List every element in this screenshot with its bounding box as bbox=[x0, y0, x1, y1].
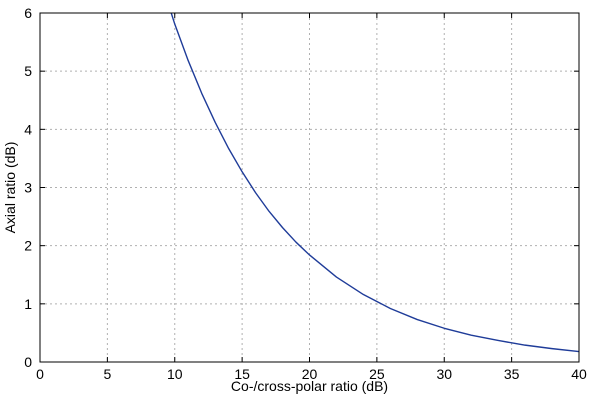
x-tick-label: 40 bbox=[571, 366, 587, 382]
y-tick-label: 0 bbox=[24, 354, 32, 370]
y-tick-label: 5 bbox=[24, 63, 32, 79]
y-tick-label: 6 bbox=[24, 5, 32, 21]
y-tick-label: 3 bbox=[24, 180, 32, 196]
y-tick-labels: 0 1 2 3 4 5 6 bbox=[24, 5, 32, 370]
y-tick-label: 2 bbox=[24, 238, 32, 254]
series-layer bbox=[170, 13, 579, 353]
series-line bbox=[170, 13, 579, 353]
x-axis-title: Co-/cross-polar ratio (dB) bbox=[231, 378, 388, 394]
x-tick-label: 15 bbox=[234, 366, 250, 382]
x-tick-labels: 0 5 10 15 20 25 30 35 40 bbox=[36, 366, 587, 382]
x-tick-label: 20 bbox=[302, 366, 318, 382]
x-tick-label: 30 bbox=[436, 366, 452, 382]
y-tick-label: 4 bbox=[24, 121, 32, 137]
grid-lines bbox=[40, 13, 579, 362]
x-tick-label: 0 bbox=[36, 366, 44, 382]
y-axis-title: Axial ratio (dB) bbox=[2, 142, 18, 234]
x-tick-label: 35 bbox=[504, 366, 520, 382]
x-tick-label: 5 bbox=[103, 366, 111, 382]
x-tick-label: 25 bbox=[369, 366, 385, 382]
x-tick-label: 10 bbox=[167, 366, 183, 382]
tick-marks bbox=[39, 12, 580, 363]
y-tick-label: 1 bbox=[24, 296, 32, 312]
